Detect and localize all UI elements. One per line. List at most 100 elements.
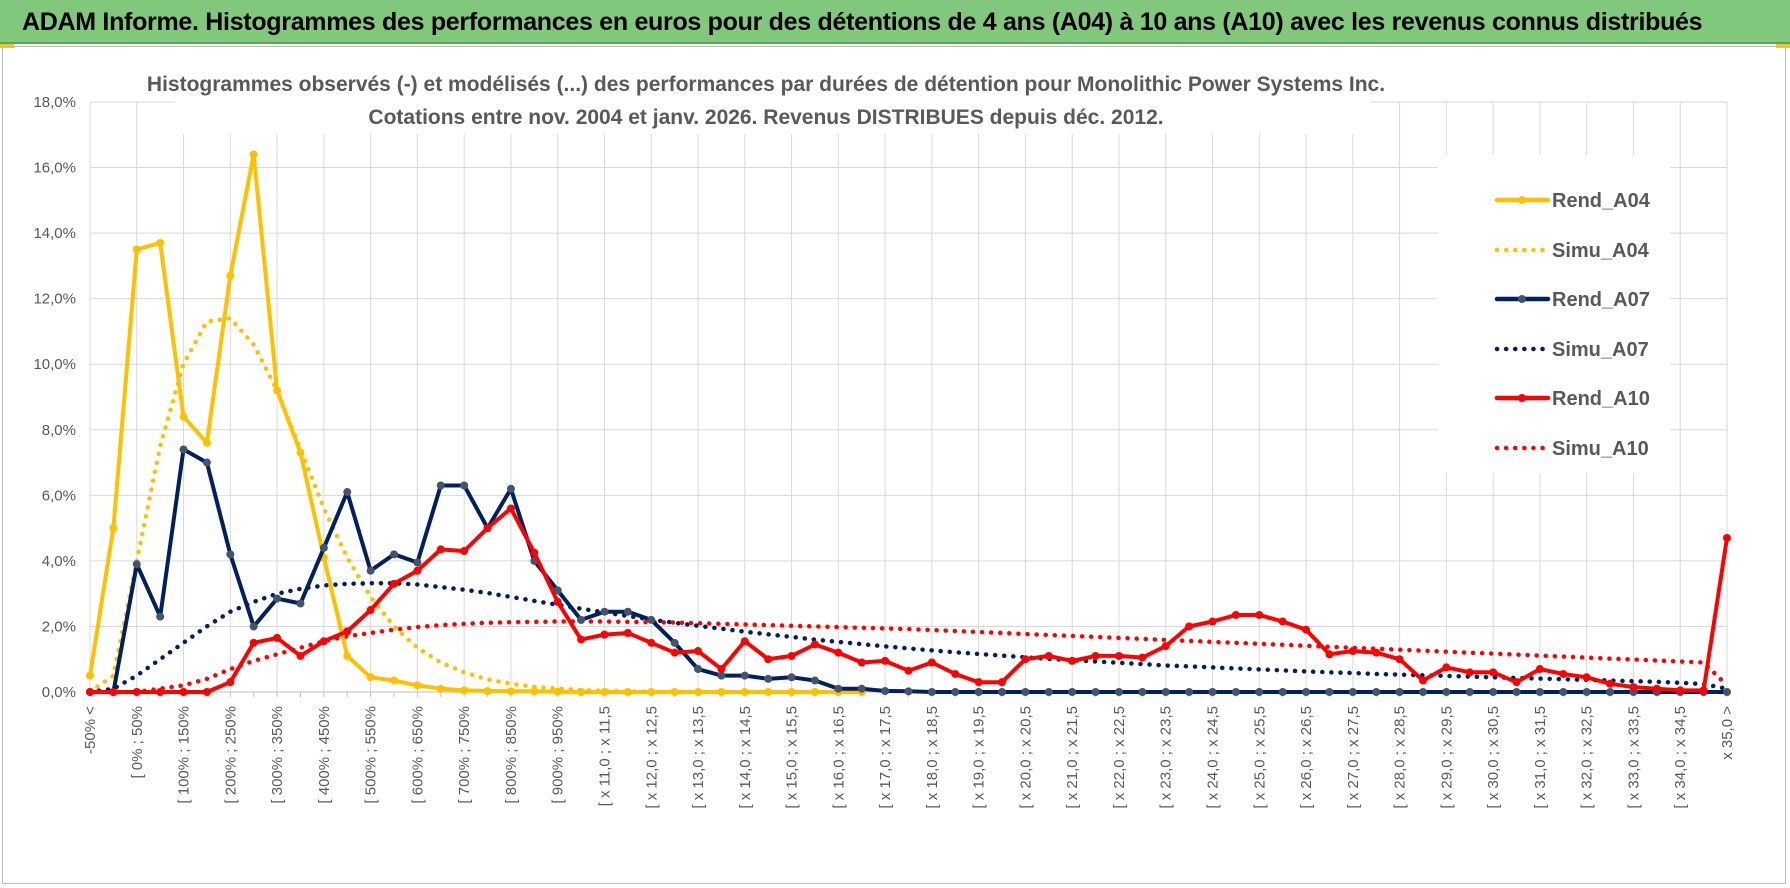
x-tick-label: [ x 14,0 ; x 14,5: [737, 706, 754, 809]
data-point: [740, 671, 749, 680]
legend-item: Simu_A10: [1494, 438, 1649, 460]
data-point: [460, 686, 469, 695]
x-tick-label: [ x 32,0 ; x 32,5: [1579, 706, 1596, 809]
data-point: [1138, 653, 1147, 662]
data-point: [927, 658, 936, 667]
data-point: [1138, 688, 1147, 696]
data-point: [390, 676, 399, 685]
chart-axes: 0,0% 2,0% 4,0% 6,0% 8,0% 10,0% 12,0% 14,0% 16,0%…: [33, 94, 1736, 809]
data-point: [319, 637, 328, 646]
series-simu-a07: [87, 580, 1730, 695]
data-point: [86, 671, 94, 680]
series-line: [87, 619, 1730, 695]
x-tick-label: [ x 16,0 ; x 16,5: [830, 706, 847, 809]
data-point: [1606, 679, 1615, 688]
x-tick-label: [ x 12,0 ; x 12,5: [643, 706, 660, 809]
data-point: [366, 673, 375, 682]
data-point: [436, 481, 445, 490]
data-point: [834, 648, 843, 657]
report-title: ADAM Informe. Histogrammes des performan…: [22, 8, 1703, 36]
data-point: [1652, 684, 1661, 693]
data-point: [343, 627, 352, 636]
data-point: [764, 655, 773, 664]
series-line: [87, 580, 1730, 695]
legend-marker: [1518, 295, 1526, 303]
y-tick-label: 14,0%: [33, 225, 76, 242]
data-point: [927, 688, 936, 696]
data-point: [156, 238, 165, 247]
data-point: [881, 687, 890, 696]
data-point: [506, 504, 515, 513]
x-tick-label: [ x 31,0 ; x 31,5: [1532, 706, 1549, 809]
y-tick-label: 12,0%: [33, 291, 76, 308]
data-point: [226, 271, 235, 280]
data-point: [577, 688, 586, 696]
legend-item: Rend_A04: [1494, 190, 1651, 212]
data-point: [1676, 686, 1685, 695]
data-point: [179, 412, 188, 421]
chart-title: Histogrammes observés (-) et modélisés (…: [147, 73, 1385, 96]
data-point: [249, 638, 258, 647]
x-tick-label: [ x 13,0 ; x 13,5: [690, 706, 707, 809]
x-tick-label: [ x 17,0 ; x 17,5: [877, 706, 894, 809]
data-point: [1325, 650, 1334, 659]
chart-frame: [2, 46, 1786, 884]
data-point: [740, 637, 749, 646]
data-point: [600, 607, 609, 616]
data-point: [1489, 668, 1498, 677]
data-point: [1395, 688, 1404, 696]
legend-label: Simu_A07: [1552, 339, 1649, 361]
y-tick-label: 18,0%: [33, 94, 76, 111]
data-point: [834, 684, 843, 693]
data-point: [249, 622, 258, 631]
data-point: [623, 607, 632, 616]
data-point: [436, 684, 445, 693]
data-point: [553, 687, 562, 696]
x-tick-label: [ 200% ; 250%: [222, 706, 239, 804]
data-point: [343, 488, 352, 497]
data-point: [1559, 669, 1568, 678]
data-point: [1606, 688, 1615, 696]
data-point: [1372, 688, 1381, 696]
chart-subtitle: Cotations entre nov. 2004 et janv. 2026.…: [368, 106, 1163, 129]
title-background: [175, 68, 1370, 134]
data-point: [881, 656, 890, 665]
series-rend-a07: [86, 445, 1731, 696]
legend-label: Simu_A10: [1552, 438, 1649, 460]
data-point: [694, 665, 703, 674]
data-point: [787, 673, 796, 682]
data-point: [273, 386, 282, 395]
data-point: [1278, 617, 1287, 626]
data-point: [86, 688, 94, 696]
legend-item: Simu_A07: [1494, 339, 1649, 361]
data-point: [647, 615, 656, 624]
data-point: [904, 687, 913, 696]
data-point: [904, 666, 913, 675]
x-tick-label: [ 500% ; 550%: [363, 706, 380, 804]
data-point: [857, 658, 866, 667]
y-tick-label: 0,0%: [42, 684, 76, 701]
y-tick-label: 4,0%: [42, 553, 76, 570]
data-point: [202, 438, 211, 447]
data-point: [319, 543, 328, 552]
data-point: [1535, 665, 1544, 674]
x-tick-label: [ 700% ; 750%: [456, 706, 473, 804]
data-point: [296, 651, 305, 660]
data-point: [132, 688, 141, 696]
data-point: [1161, 688, 1170, 696]
data-point: [226, 550, 235, 559]
x-tick-label: [ x 20,0 ; x 20,5: [1017, 706, 1034, 809]
data-point: [1535, 688, 1544, 696]
data-point: [1325, 688, 1334, 696]
x-tick-label: [ x 15,0 ; x 15,5: [784, 706, 801, 809]
data-point: [1114, 651, 1123, 660]
x-tick-label: [ 100% ; 150%: [176, 706, 193, 804]
data-point: [1185, 688, 1194, 696]
data-point: [1465, 688, 1474, 696]
data-point: [226, 678, 235, 687]
data-point: [530, 687, 539, 696]
x-tick-label: [ x 25,0 ; x 25,5: [1251, 706, 1268, 809]
data-point: [553, 597, 562, 606]
chart-series: [86, 150, 1731, 696]
